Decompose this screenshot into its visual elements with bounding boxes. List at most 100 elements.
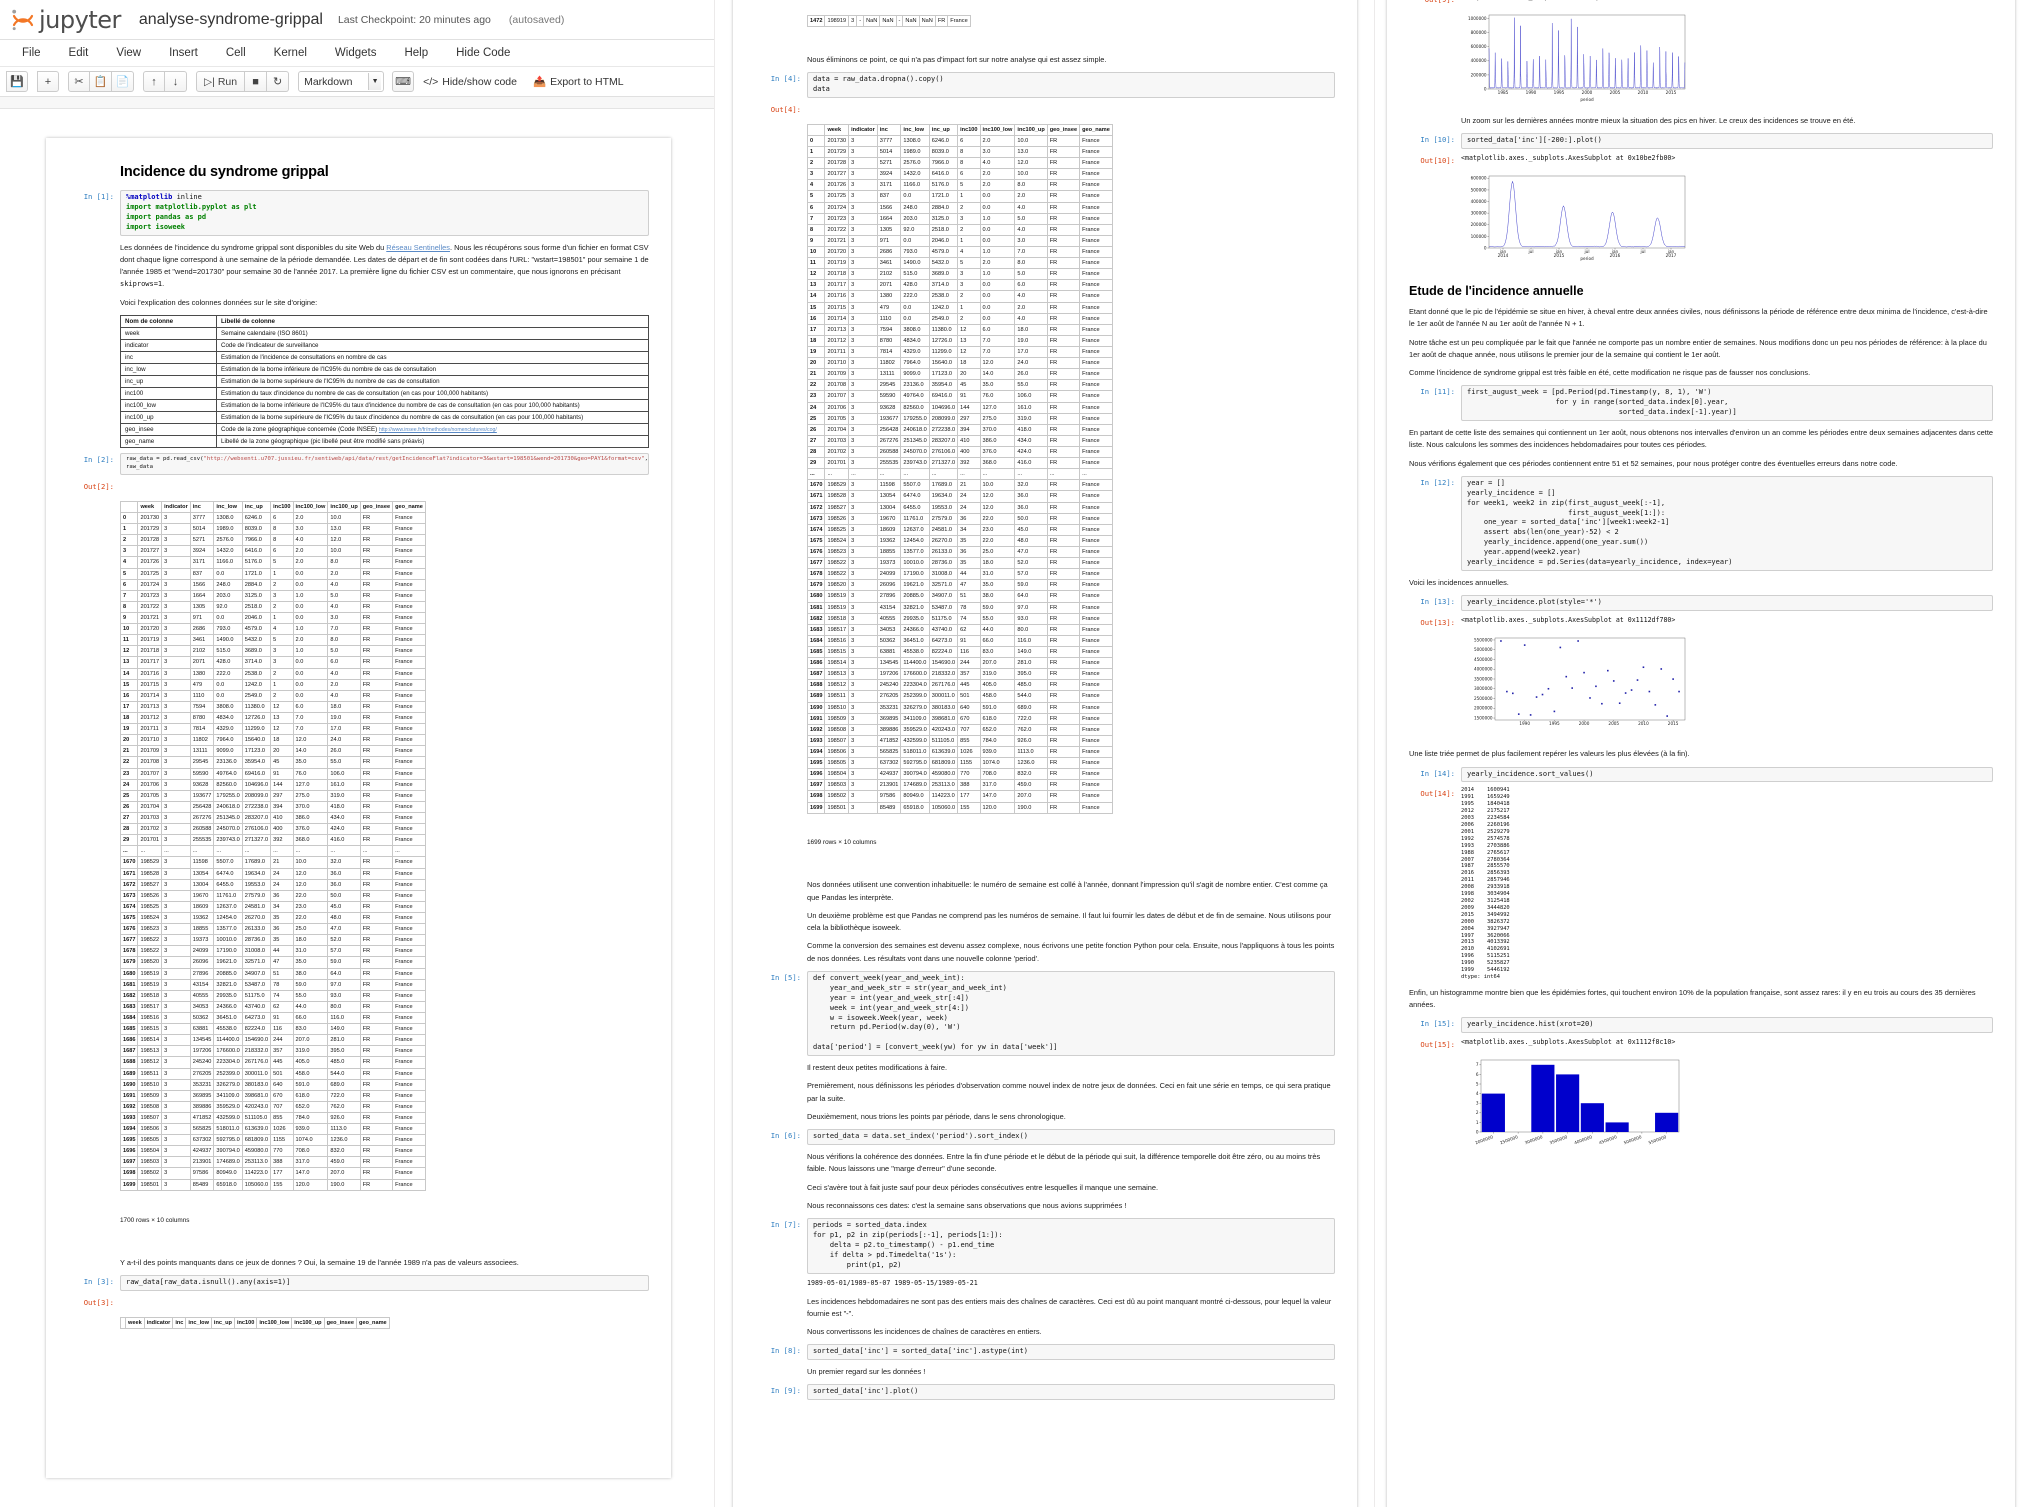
code-source-6[interactable]: sorted_data = data.set_index('period').s… bbox=[807, 1129, 1335, 1146]
row-index: 1693 bbox=[806, 734, 826, 747]
row-index: 1698 bbox=[119, 1167, 139, 1180]
export-html-button[interactable]: 📤 Export to HTML bbox=[526, 71, 631, 92]
cell: FR bbox=[359, 1145, 394, 1158]
hide-show-code-button[interactable]: </> Hide/show code bbox=[416, 71, 524, 92]
coltable-row: inc100_up Estimation de la borne supérieu… bbox=[120, 411, 649, 425]
code-cell-2[interactable]: In [2]: raw_data = pd.read_csv("http://w… bbox=[68, 453, 649, 476]
cell: 0.0 bbox=[900, 190, 930, 203]
cell: 198524 bbox=[137, 911, 163, 925]
cell: 69416.0 bbox=[241, 767, 272, 780]
cell: FR bbox=[359, 734, 394, 747]
code-source-12[interactable]: year = [] yearly_incidence = [] for week… bbox=[1461, 475, 1993, 572]
code-cell-10[interactable]: In [10]: sorted_data['inc'][-200:].plot(… bbox=[1409, 133, 1993, 150]
code-source-14[interactable]: yearly_incidence.sort_values() bbox=[1461, 766, 1993, 783]
code-source-10[interactable]: sorted_data['inc'][-200:].plot() bbox=[1461, 133, 1993, 150]
table-row: 26 201704 3 256428 240618.0 272238.0 394 370.0 4… bbox=[806, 423, 1113, 436]
menu-edit[interactable]: Edit bbox=[68, 47, 89, 59]
cell: 10.0 bbox=[327, 545, 361, 558]
code-source-3[interactable]: raw_data[raw_data.isnull().any(axis=1)] bbox=[120, 1274, 649, 1291]
keyboard-shortcuts-icon[interactable]: ⌨ bbox=[392, 71, 415, 92]
cell: 155 bbox=[957, 801, 981, 814]
code-source-15[interactable]: yearly_incidence.hist(xrot=20) bbox=[1461, 1017, 1993, 1034]
move-up-icon[interactable]: ↑ bbox=[143, 71, 165, 92]
cell: 154690.0 bbox=[928, 657, 959, 670]
svg-text:100000: 100000 bbox=[1471, 234, 1487, 239]
code-cell-13[interactable]: In [13]: yearly_incidence.plot(style='*'… bbox=[1409, 595, 1993, 612]
code-cell-1[interactable]: In [1]: %matplotlib inline import matplo… bbox=[68, 190, 649, 236]
code-cell-11[interactable]: In [11]: first_august_week = [pd.Period(… bbox=[1409, 385, 1993, 422]
cut-icon[interactable]: ✂ bbox=[68, 71, 90, 92]
cell: 618.0 bbox=[292, 1089, 329, 1102]
save-icon[interactable]: 💾 bbox=[6, 71, 28, 92]
cell: 201723 bbox=[137, 589, 163, 602]
code-cell-12[interactable]: In [12]: year = [] yearly_incidence = []… bbox=[1409, 475, 1993, 572]
cell: 251345.0 bbox=[213, 811, 243, 825]
cell: 12.0 bbox=[327, 534, 361, 547]
cell-type-select[interactable]: Markdown ▼ bbox=[298, 71, 385, 92]
cell: 201719 bbox=[824, 257, 850, 270]
add-cell-icon[interactable]: + bbox=[37, 71, 59, 92]
cell: 34 bbox=[957, 523, 981, 536]
code-source-5[interactable]: def convert_week(year_and_week_int): yea… bbox=[807, 970, 1335, 1057]
menu-widgets[interactable]: Widgets bbox=[334, 47, 377, 59]
cell: FR bbox=[1046, 568, 1081, 581]
cell: 515.0 bbox=[900, 268, 930, 281]
menu-view[interactable]: View bbox=[116, 47, 142, 59]
code-cell-7[interactable]: In [7]: periods = sorted_data.index for … bbox=[755, 1217, 1335, 1274]
cell: 281.0 bbox=[327, 1034, 361, 1047]
notebook-title[interactable]: analyse-syndrome-grippal bbox=[138, 10, 323, 28]
cell: 5.0 bbox=[327, 589, 361, 602]
code-source-13[interactable]: yearly_incidence.plot(style='*') bbox=[1461, 595, 1993, 612]
cell-prompt-in-14: In [14]: bbox=[1420, 768, 1455, 778]
code-cell-5[interactable]: In [5]: def convert_week(year_and_week_i… bbox=[755, 970, 1335, 1057]
table-row: 13 201717 3 2071 428.0 3714.0 3 0.0 6.0 FR France bbox=[806, 279, 1113, 292]
code-cell-9[interactable]: In [9]: sorted_data['inc'].plot() bbox=[755, 1384, 1335, 1401]
table-row: 1688 198512 3 245240 223304.0 267176.0 445 405.… bbox=[119, 1056, 426, 1069]
cell: 12.0 bbox=[1014, 157, 1048, 170]
menu-insert[interactable]: Insert bbox=[169, 47, 198, 59]
menu-hide-code[interactable]: Hide Code bbox=[456, 47, 511, 59]
menu-kernel[interactable]: Kernel bbox=[273, 47, 307, 59]
sentinelles-link[interactable]: Réseau Sentinelles bbox=[386, 242, 450, 252]
code-cell-15[interactable]: In [15]: yearly_incidence.hist(xrot=20) bbox=[1409, 1017, 1993, 1034]
cell: FR bbox=[359, 911, 394, 925]
code-source-1[interactable]: %matplotlib inline import matplotlib.pyp… bbox=[120, 190, 649, 236]
cell: 45538.0 bbox=[900, 645, 930, 659]
code-source-7[interactable]: periods = sorted_data.index for p1, p2 i… bbox=[807, 1217, 1335, 1274]
run-button[interactable]: ▷| Run bbox=[196, 71, 246, 92]
cell: France bbox=[392, 1100, 426, 1113]
cell: 198526 bbox=[824, 512, 850, 525]
import-line-3: import pandas as pd bbox=[126, 212, 207, 221]
table-row: 11 201719 3 3461 1490.0 5432.0 5 2.0 8.0 FR France bbox=[119, 634, 426, 647]
copy-icon[interactable]: 📋 bbox=[90, 71, 112, 92]
cell: 0.0 bbox=[213, 678, 243, 691]
insee-link[interactable]: http://www.insee.fr/fr/methodes/nomencla… bbox=[378, 427, 497, 434]
table-row: 1472 198919 3- NaN NaN - NaN NaN FR France bbox=[806, 14, 971, 27]
restart-kernel-icon[interactable]: ↻ bbox=[267, 71, 290, 92]
cell: 198528 bbox=[137, 867, 163, 880]
menu-cell[interactable]: Cell bbox=[225, 47, 246, 59]
code-cell-6[interactable]: In [6]: sorted_data = data.set_index('pe… bbox=[755, 1129, 1335, 1146]
code-source-2[interactable]: raw_data = pd.read_csv("http://websenti.… bbox=[120, 453, 649, 476]
cell: FR bbox=[359, 778, 394, 791]
svg-text:3000000: 3000000 bbox=[1524, 1134, 1544, 1145]
svg-text:jul: jul bbox=[1584, 249, 1590, 254]
paste-icon[interactable]: 📄 bbox=[112, 71, 134, 92]
code-cell-3[interactable]: In [3]: raw_data[raw_data.isnull().any(a… bbox=[68, 1274, 649, 1291]
move-down-icon[interactable]: ↓ bbox=[165, 71, 187, 92]
cell: 198523 bbox=[824, 545, 850, 559]
jupyter-logo[interactable]: jupyter bbox=[10, 6, 121, 34]
menu-file[interactable]: File bbox=[22, 47, 41, 59]
menu-help[interactable]: Help bbox=[404, 47, 429, 59]
code-source-8[interactable]: sorted_data['inc'] = sorted_data['inc'].… bbox=[807, 1344, 1335, 1361]
code-source-4[interactable]: data = raw_data.dropna().copy() data bbox=[807, 72, 1335, 98]
cell: 424.0 bbox=[1014, 445, 1048, 459]
code-source-9[interactable]: sorted_data['inc'].plot() bbox=[807, 1384, 1335, 1401]
cell: 3 bbox=[161, 1123, 191, 1136]
cell: FR bbox=[1046, 368, 1081, 381]
code-source-11[interactable]: first_august_week = [pd.Period(pd.Timest… bbox=[1461, 385, 1993, 422]
code-cell-8[interactable]: In [8]: sorted_data['inc'] = sorted_data… bbox=[755, 1344, 1335, 1361]
code-cell-14[interactable]: In [14]: yearly_incidence.sort_values() bbox=[1409, 766, 1993, 783]
code-cell-4[interactable]: In [4]: data = raw_data.dropna().copy() … bbox=[755, 72, 1335, 98]
stop-icon[interactable]: ■ bbox=[245, 71, 268, 92]
